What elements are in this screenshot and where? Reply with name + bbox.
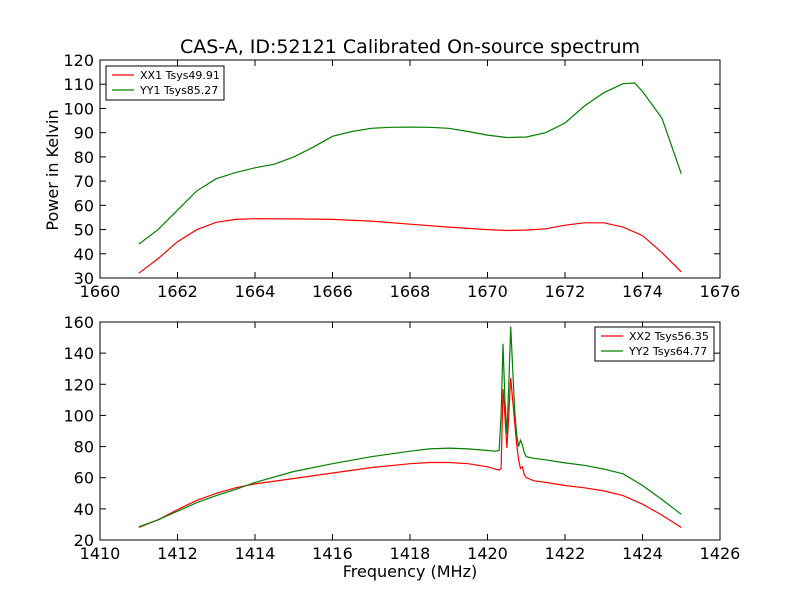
x-tick-label: 1412 bbox=[157, 544, 198, 563]
top-panel-xx1-yy1: 1660 1662 1664 1666 1668 1670 1672 1674 1676 30 40… bbox=[63, 51, 740, 301]
x-tick-label: 1672 bbox=[545, 282, 586, 301]
y-tick-label: 110 bbox=[63, 75, 94, 94]
y-tick-label: 80 bbox=[74, 148, 94, 167]
y-tick-label: 20 bbox=[74, 531, 94, 550]
x-tick-label: 1426 bbox=[700, 544, 741, 563]
bottom-panel-xx2-yy2: 1410 1412 1414 1416 1418 1420 1422 1424 1426 20 40… bbox=[63, 313, 740, 563]
x-tick-label: 1660 bbox=[80, 282, 121, 301]
x-tick-label: 1410 bbox=[80, 544, 121, 563]
x-axis-label: Frequency (MHz) bbox=[343, 562, 477, 581]
x-tick-label: 1676 bbox=[700, 282, 741, 301]
chart-title: CAS-A, ID:52121 Calibrated On-source spe… bbox=[180, 36, 640, 58]
y-tick-label: 160 bbox=[63, 313, 94, 332]
y-tick-label: 40 bbox=[74, 500, 94, 519]
y-tick-label: 90 bbox=[74, 124, 94, 143]
legend-box bbox=[105, 65, 225, 101]
y-tick-label: 30 bbox=[74, 269, 94, 288]
y-tick-label: 120 bbox=[63, 375, 94, 394]
x-tick-label: 1424 bbox=[622, 544, 663, 563]
legend-entry: XX1 Tsys49.91 bbox=[140, 69, 220, 82]
x-tick-label: 1662 bbox=[157, 282, 198, 301]
y-tick-label: 70 bbox=[74, 172, 94, 191]
x-tick-label: 1670 bbox=[467, 282, 508, 301]
x-tick-label: 1674 bbox=[622, 282, 663, 301]
y-tick-label: 40 bbox=[74, 245, 94, 264]
x-tick-label: 1664 bbox=[235, 282, 276, 301]
y-axis-label: Power in Kelvin bbox=[43, 109, 62, 230]
y-tick-label: 80 bbox=[74, 438, 94, 457]
x-tick-label: 1418 bbox=[390, 544, 431, 563]
legend-entry: YY1 Tsys85.27 bbox=[139, 84, 218, 97]
series-line-xx2 bbox=[138, 378, 682, 529]
series-line-yy1 bbox=[138, 82, 682, 245]
y-tick-label: 100 bbox=[63, 99, 94, 118]
y-tick-label: 50 bbox=[74, 221, 94, 240]
y-tick-label: 100 bbox=[63, 406, 94, 425]
y-tick-label: 60 bbox=[74, 196, 94, 215]
x-tick-label: 1666 bbox=[312, 282, 353, 301]
legend-entry: YY2 Tsys64.77 bbox=[628, 345, 707, 358]
y-tick-label: 60 bbox=[74, 469, 94, 488]
y-tick-label: 120 bbox=[63, 51, 94, 70]
y-tick-label: 140 bbox=[63, 344, 94, 363]
series-line-yy2 bbox=[138, 326, 682, 528]
series-line-xx1 bbox=[138, 218, 682, 274]
legend-box bbox=[594, 326, 715, 362]
x-tick-label: 1422 bbox=[545, 544, 586, 563]
x-tick-label: 1414 bbox=[235, 544, 276, 563]
legend-entry: XX2 Tsys56.35 bbox=[629, 330, 709, 343]
x-tick-label: 1668 bbox=[390, 282, 431, 301]
x-tick-label: 1416 bbox=[312, 544, 353, 563]
x-tick-label: 1420 bbox=[467, 544, 508, 563]
